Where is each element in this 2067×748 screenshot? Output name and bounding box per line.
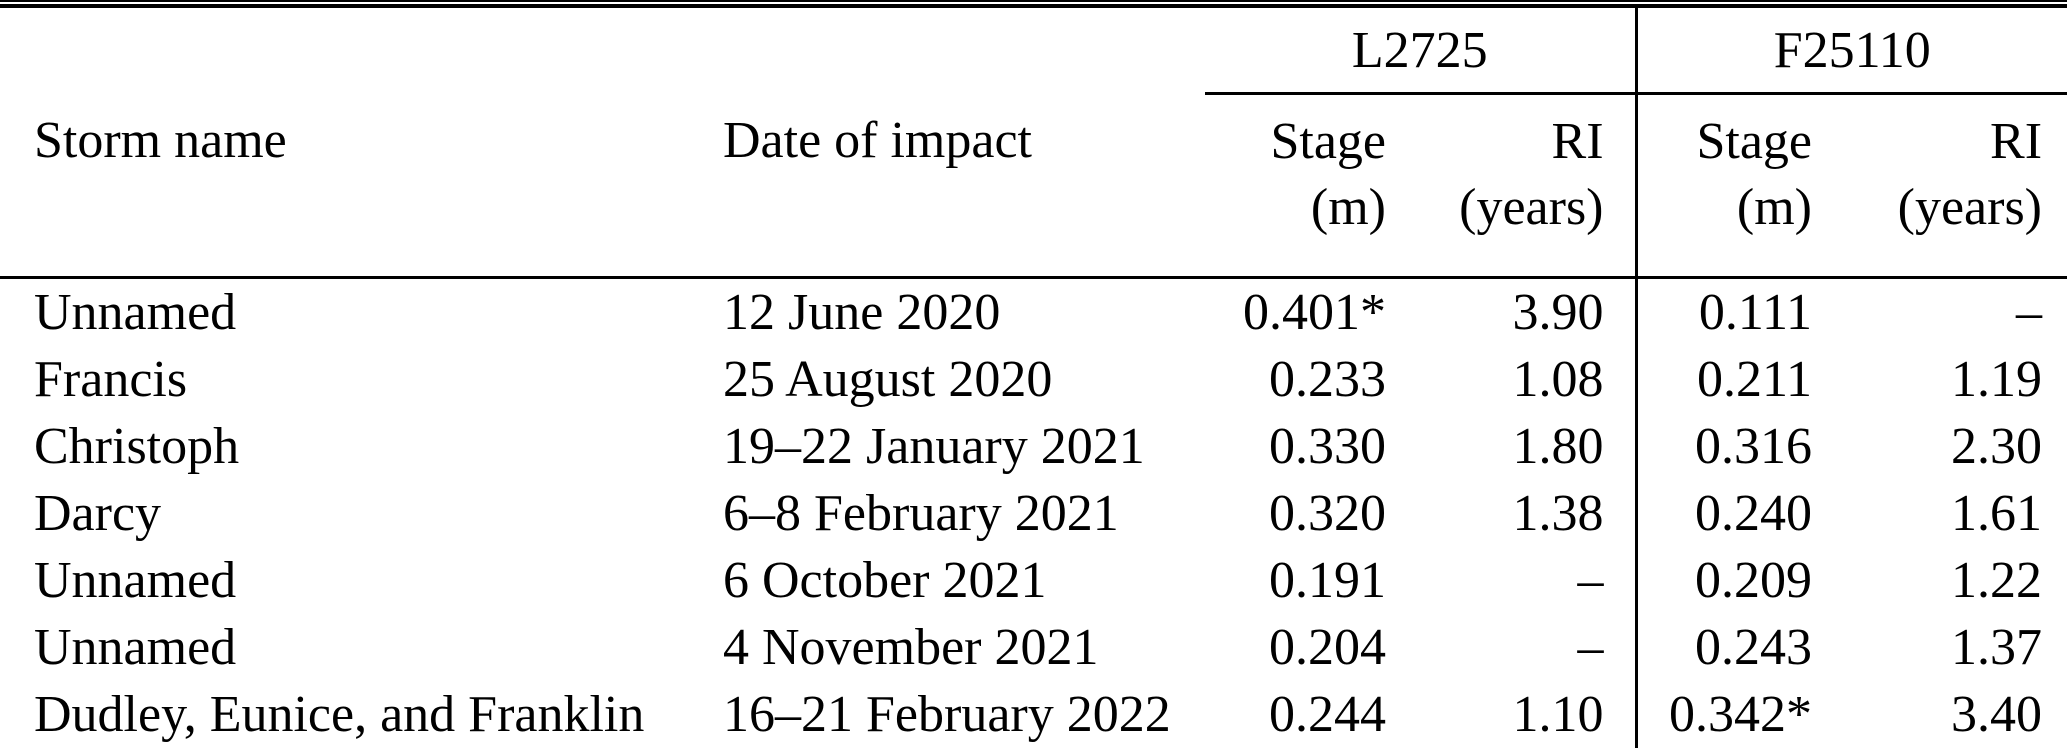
cell-date: 12 June 2020 <box>723 284 1001 341</box>
cell-l2725-ri: – <box>1406 547 1638 614</box>
column-header-l2725-ri: RI (years) <box>1406 93 1638 279</box>
stage-unit: (m) <box>1736 179 1813 236</box>
table-row: Unnamed 12 June 2020 0.401* 3.90 0.111 – <box>0 277 2067 346</box>
cell-l2725-ri: 1.80 <box>1406 413 1638 480</box>
column-header-date-of-impact: Date of impact <box>690 93 1205 279</box>
column-header-f25110-ri: RI (years) <box>1832 93 2067 279</box>
cell-f25110-ri: 1.19 <box>1951 351 2043 408</box>
cell-l2725-stage: 0.244 <box>1269 686 1386 743</box>
group-header-f25110: F25110 <box>1636 8 2067 95</box>
ri-label: RI <box>1990 113 2043 170</box>
cell-f25110-stage: 0.243 <box>1695 619 1813 676</box>
cell-l2725-ri: 1.08 <box>1406 346 1638 413</box>
cell-l2725-stage: 0.330 <box>1269 418 1386 475</box>
cell-f25110-stage: 0.240 <box>1695 485 1813 542</box>
cell-f25110-stage: 0.342* <box>1669 686 1813 743</box>
cell-date: 19–22 January 2021 <box>723 418 1145 475</box>
cell-storm-name: Dudley, Eunice, and Franklin <box>34 686 645 743</box>
cell-date: 16–21 February 2022 <box>723 686 1171 743</box>
cell-date: 6–8 February 2021 <box>723 485 1119 542</box>
table-row: Dudley, Eunice, and Franklin 16–21 Febru… <box>0 681 2067 748</box>
cell-f25110-ri: 1.22 <box>1951 552 2043 609</box>
column-header-f25110-stage: Stage (m) <box>1636 93 1833 279</box>
cell-date: 6 October 2021 <box>723 552 1047 609</box>
stage-unit: (m) <box>1310 179 1386 236</box>
stage-label: Stage <box>1696 113 1813 170</box>
cell-l2725-ri: – <box>1406 614 1638 681</box>
cell-l2725-stage: 0.233 <box>1269 351 1386 408</box>
cell-f25110-ri: 2.30 <box>1951 418 2043 475</box>
cell-f25110-stage: 0.111 <box>1698 284 1813 341</box>
storm-name-label: Storm name <box>34 111 287 169</box>
table-row: Francis 25 August 2020 0.233 1.08 0.211 … <box>0 346 2067 413</box>
cell-date: 4 November 2021 <box>723 619 1099 676</box>
cell-storm-name: Christoph <box>34 418 240 475</box>
storm-impact-table: L2725 F25110 Storm name Date of impact S… <box>0 8 2067 748</box>
column-header-storm-name: Storm name <box>0 93 690 279</box>
table-row: Darcy 6–8 February 2021 0.320 1.38 0.240… <box>0 480 2067 547</box>
table-row: Unnamed 6 October 2021 0.191 – 0.209 1.2… <box>0 547 2067 614</box>
table-row: Christoph 19–22 January 2021 0.330 1.80 … <box>0 413 2067 480</box>
column-header-row: Storm name Date of impact Stage (m) RI (… <box>0 93 2067 279</box>
ri-unit: (years) <box>1459 179 1604 236</box>
cell-l2725-stage: 0.401* <box>1243 284 1386 341</box>
top-rule-thick <box>0 4 2067 8</box>
gauge-group-header-row: L2725 F25110 <box>0 8 2067 95</box>
ri-label: RI <box>1551 113 1604 170</box>
group-header-l2725: L2725 <box>1205 8 1638 95</box>
stage-label: Stage <box>1270 113 1386 170</box>
cell-date: 25 August 2020 <box>723 351 1053 408</box>
cell-f25110-ri: 3.40 <box>1951 686 2043 743</box>
cell-storm-name: Darcy <box>34 485 162 542</box>
cell-f25110-ri: 1.37 <box>1951 619 2043 676</box>
cell-l2725-ri: 3.90 <box>1406 277 1638 346</box>
cell-storm-name: Unnamed <box>34 552 237 609</box>
top-rule-thin <box>0 0 2067 2</box>
cell-l2725-stage: 0.191 <box>1269 552 1386 609</box>
cell-f25110-ri: 1.61 <box>1951 485 2043 542</box>
cell-storm-name: Francis <box>34 351 188 408</box>
top-rule-gap <box>0 2 2067 4</box>
group-header-spacer <box>0 8 1205 94</box>
cell-f25110-stage: 0.209 <box>1695 552 1813 609</box>
cell-l2725-ri: 1.38 <box>1406 480 1638 547</box>
column-header-l2725-stage: Stage (m) <box>1205 93 1406 279</box>
cell-l2725-stage: 0.320 <box>1269 485 1386 542</box>
ri-unit: (years) <box>1897 179 2043 236</box>
cell-f25110-stage: 0.316 <box>1695 418 1813 475</box>
cell-l2725-ri: 1.10 <box>1406 681 1638 748</box>
cell-storm-name: Unnamed <box>34 619 237 676</box>
cell-storm-name: Unnamed <box>34 284 237 341</box>
cell-f25110-ri: – <box>2016 284 2043 341</box>
date-of-impact-label: Date of impact <box>723 111 1032 169</box>
cell-f25110-stage: 0.211 <box>1696 351 1813 408</box>
cell-l2725-stage: 0.204 <box>1269 619 1386 676</box>
table-row: Unnamed 4 November 2021 0.204 – 0.243 1.… <box>0 614 2067 681</box>
